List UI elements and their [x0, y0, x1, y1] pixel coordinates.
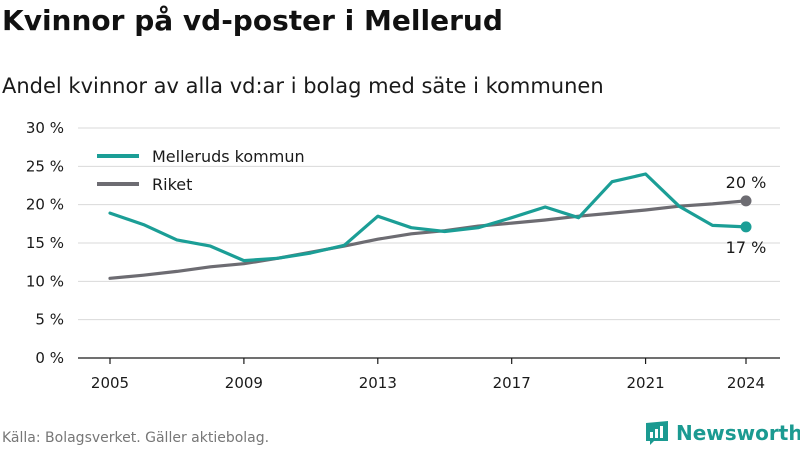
- series-endpoint-riket: [740, 195, 752, 207]
- end-label-mellerud: 17 %: [726, 238, 767, 257]
- y-tick-label: 30 %: [26, 119, 64, 137]
- brand-name: Newsworthy: [676, 421, 800, 445]
- source-note: Källa: Bolagsverket. Gäller aktiebolag.: [2, 430, 270, 446]
- chart-title: Kvinnor på vd-poster i Mellerud: [2, 4, 503, 37]
- y-tick-label: 0 %: [35, 349, 64, 367]
- series-line-riket: [108, 199, 748, 280]
- series-endpoint-mellerud: [740, 221, 752, 233]
- x-tick-label: 2013: [359, 374, 397, 392]
- y-tick-label: 20 %: [26, 196, 64, 214]
- legend-label-riket: Riket: [152, 175, 192, 194]
- newsworthy-logo-icon: [646, 421, 668, 445]
- x-tick-label: 2024: [727, 374, 765, 392]
- series-line-mellerud: [108, 172, 748, 263]
- end-label-riket: 20 %: [726, 173, 767, 192]
- y-tick-label: 10 %: [26, 272, 64, 290]
- legend-label-mellerud: Melleruds kommun: [152, 147, 305, 166]
- x-tick-label: 2005: [91, 374, 129, 392]
- x-tick-label: 2021: [626, 374, 664, 392]
- newsworthy-logo: Newsworthy: [645, 419, 800, 447]
- x-tick-label: 2009: [225, 374, 263, 392]
- y-tick-label: 25 %: [26, 157, 64, 175]
- y-tick-label: 15 %: [26, 234, 64, 252]
- x-tick-label: 2017: [493, 374, 531, 392]
- y-tick-label: 5 %: [35, 311, 64, 329]
- chart-subtitle: Andel kvinnor av alla vd:ar i bolag med …: [2, 74, 604, 98]
